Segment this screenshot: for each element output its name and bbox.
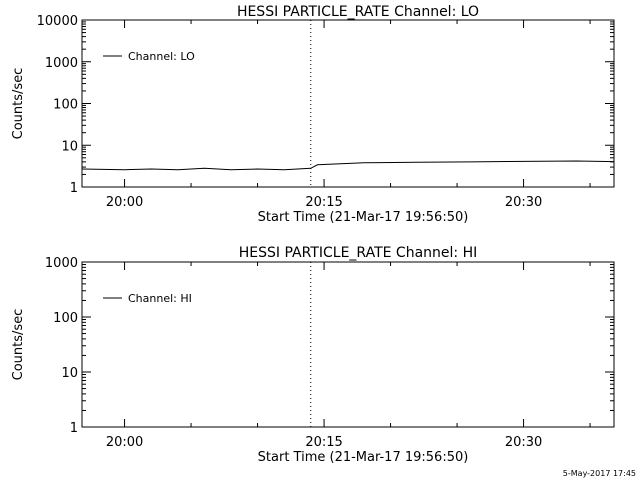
footer-timestamp: 5-May-2017 17:45 [562, 469, 636, 478]
x-tick-label: 20:00 [106, 195, 143, 210]
chart-title: HESSI PARTICLE_RATE Channel: HI [239, 245, 477, 261]
y-tick-label: 1 [70, 181, 78, 196]
panel-lo: HESSI PARTICLE_RATE Channel: LO 1 10 100 100… [11, 4, 615, 225]
y-tick-label: 1000 [45, 56, 78, 71]
chart-title: HESSI PARTICLE_RATE Channel: LO [237, 4, 479, 20]
panel-hi: HESSI PARTICLE_RATE Channel: HI 1 10 100 100… [11, 245, 615, 465]
x-tick-label: 20:15 [305, 435, 342, 450]
series-line [82, 160, 614, 171]
plot-frame [81, 19, 615, 188]
y-tick-label: 10000 [37, 14, 78, 29]
x-tick-label: 20:30 [505, 435, 542, 450]
y-tick-label: 10 [61, 139, 78, 154]
y-tick-label: 100 [53, 311, 78, 326]
x-tick-label: 20:15 [305, 195, 342, 210]
y-tick-label: 100 [53, 98, 78, 113]
x-tick-label: 20:00 [106, 435, 143, 450]
y-tick-label: 1000 [45, 256, 78, 271]
y-axis-label: Counts/sec [11, 309, 26, 381]
legend-label: Channel: HI [128, 292, 192, 305]
x-axis-label: Start Time (21-Mar-17 19:56:50) [258, 450, 469, 465]
x-axis-label: Start Time (21-Mar-17 19:56:50) [258, 210, 469, 225]
y-tick-label: 1 [70, 421, 78, 436]
y-tick-label: 10 [61, 366, 78, 381]
legend-label: Channel: LO [128, 50, 195, 63]
plot-frame [81, 261, 615, 428]
x-tick-label: 20:30 [505, 195, 542, 210]
y-axis-label: Counts/sec [11, 68, 26, 140]
